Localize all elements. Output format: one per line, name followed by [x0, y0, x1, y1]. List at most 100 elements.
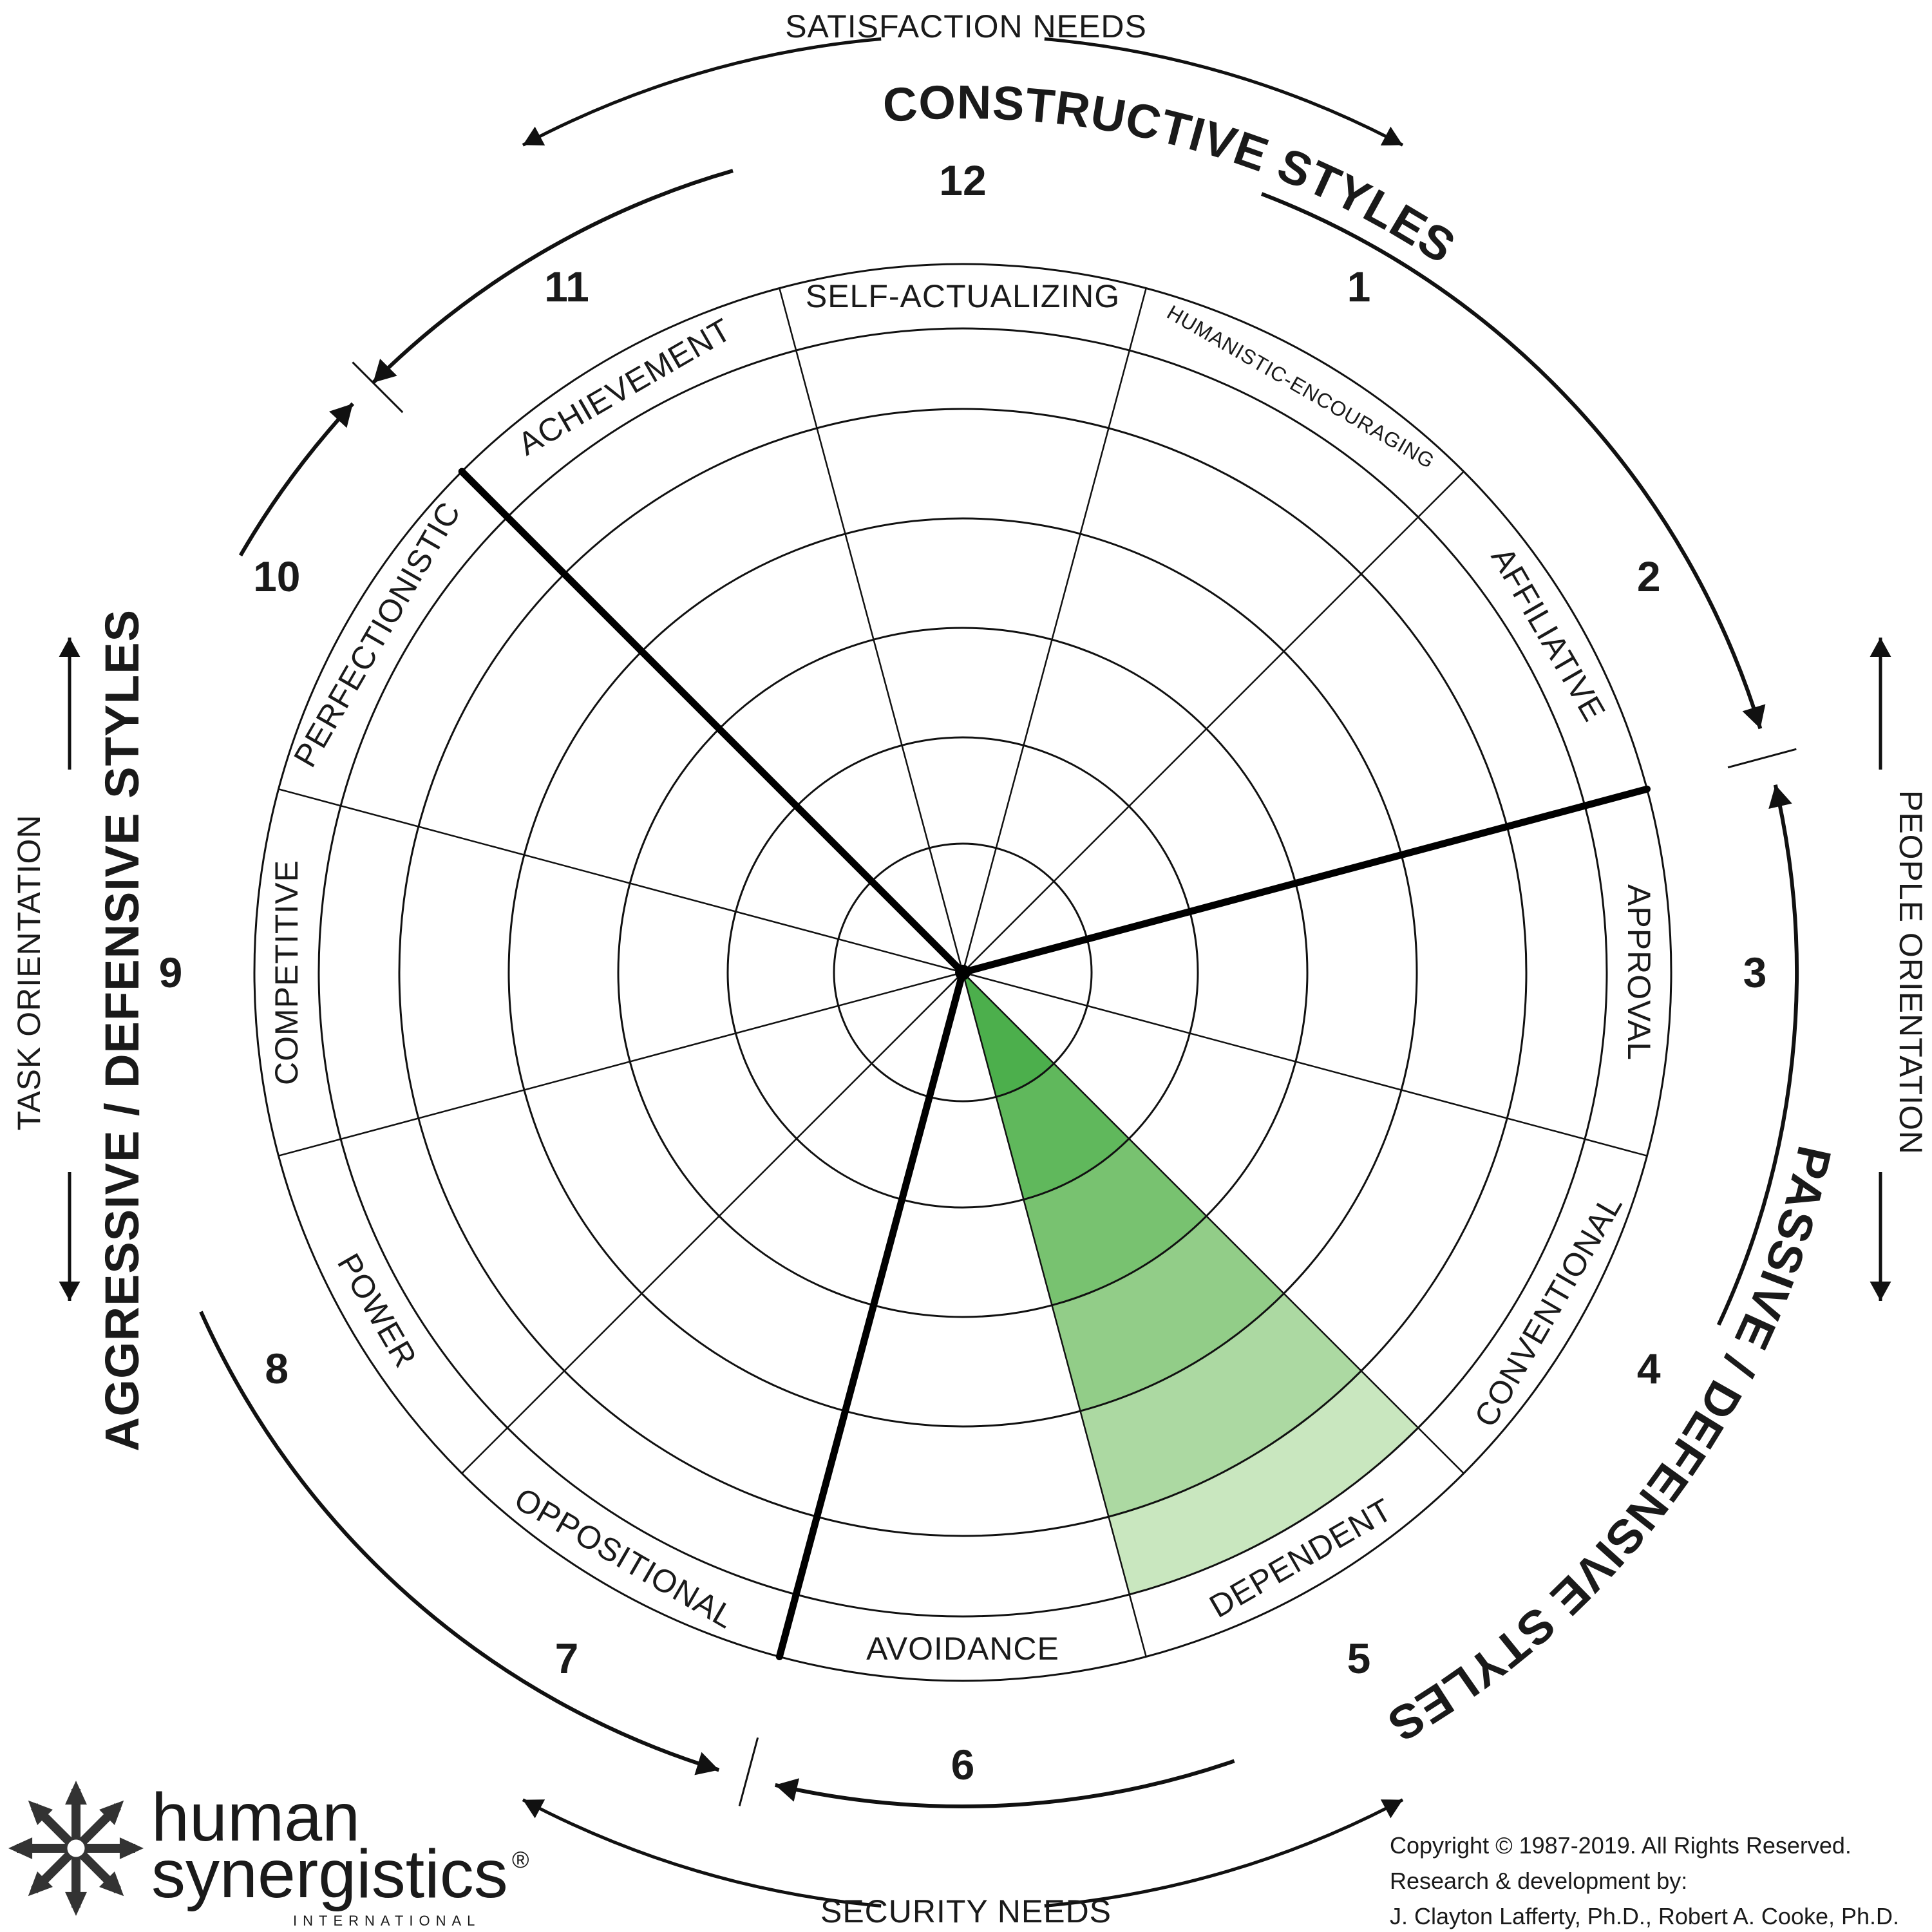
star-ray-tip — [99, 1871, 124, 1897]
need-arc — [522, 37, 882, 147]
arrowhead-icon — [1742, 704, 1766, 729]
spoke — [278, 788, 963, 974]
arrowhead-icon — [59, 1282, 80, 1301]
ring — [253, 263, 1672, 1682]
star-ray-tip — [8, 1837, 33, 1859]
style-number: 5 — [1347, 1634, 1371, 1682]
ring — [317, 327, 1608, 1618]
arrowhead-icon — [522, 1799, 545, 1819]
style-label: APPROVAL — [1621, 884, 1657, 1061]
style-label: COMPETITIVE — [269, 860, 305, 1085]
copyright-line-3: J. Clayton Lafferty, Ph.D., Robert A. Co… — [1390, 1903, 1899, 1929]
cluster-divider — [775, 969, 967, 1661]
need-security: SECURITY NEEDS — [820, 1893, 1112, 1929]
style-number: 10 — [253, 553, 300, 600]
copyright-line-1: Copyright © 1987-2019. All Rights Reserv… — [1390, 1832, 1852, 1859]
arrowhead-icon — [1768, 784, 1792, 810]
style-number: 3 — [1743, 949, 1767, 996]
arrowhead-icon — [1870, 638, 1891, 657]
spoke — [962, 471, 1464, 973]
highlight-band — [1023, 1139, 1207, 1305]
star-ray-tip — [28, 1800, 53, 1825]
arrowhead-icon — [1380, 126, 1403, 146]
cluster-tick — [1727, 748, 1797, 769]
arrowhead-icon — [1870, 1282, 1891, 1301]
arrowhead-icon — [775, 1778, 800, 1802]
star-ray-tip — [65, 1781, 87, 1805]
ring — [833, 842, 1093, 1103]
style-number: 12 — [939, 156, 986, 204]
arrowhead-icon — [373, 359, 397, 383]
logo-line-synergistics: synergistics — [151, 1836, 508, 1912]
style-number: 1 — [1347, 263, 1371, 310]
logo-tagline: INTERNATIONAL — [293, 1913, 480, 1929]
logo-line-human: human — [151, 1779, 360, 1855]
need-satisfaction: SATISFACTION NEEDS — [785, 8, 1147, 44]
cluster-divider — [458, 468, 967, 976]
style-label: AFFILIATIVE — [1484, 541, 1613, 727]
ring — [507, 517, 1418, 1428]
highlight-band — [963, 972, 1054, 1097]
style-label: ACHIEVEMENT — [512, 311, 737, 462]
style-label: POWER — [330, 1247, 424, 1374]
cluster-arc — [1261, 192, 1763, 730]
style-number: 6 — [951, 1741, 975, 1788]
arrowhead-icon — [1380, 1799, 1403, 1819]
need-arc — [1044, 1798, 1404, 1908]
human-synergistics-logo: human synergistics ® INTERNATIONAL — [8, 1779, 529, 1929]
spoke — [278, 971, 963, 1157]
cluster-arc — [1716, 784, 1799, 1326]
star-ray-tip — [28, 1871, 53, 1897]
copyright-line-2: Research & development by: — [1390, 1868, 1687, 1894]
concentric-rings — [253, 263, 1672, 1682]
highlight-band — [1052, 1216, 1284, 1411]
need-arc — [522, 1798, 882, 1908]
spoke — [962, 972, 1464, 1474]
style-label: AVOIDANCE — [866, 1631, 1059, 1667]
spoke — [961, 972, 1147, 1657]
cluster-arc — [199, 1311, 720, 1772]
cluster-tick — [352, 361, 404, 413]
cluster-tick — [738, 1737, 759, 1806]
style-number: 9 — [159, 949, 183, 996]
style-label: OPPOSITIONAL — [509, 1481, 741, 1636]
style-number: 7 — [555, 1634, 579, 1682]
style-label: HUMANISTIC-ENCOURAGING — [1163, 301, 1439, 473]
spoke — [461, 972, 963, 1474]
style-number: 2 — [1637, 553, 1661, 600]
style-label: CONVENTIONAL — [1467, 1188, 1629, 1433]
star-ray-tip — [65, 1891, 87, 1916]
arrowhead-icon — [694, 1752, 719, 1776]
cluster-arc — [775, 1759, 1235, 1808]
style-number: 8 — [265, 1345, 289, 1392]
arrowhead-icon — [329, 403, 353, 428]
ring — [617, 627, 1309, 1318]
need-arc — [1044, 37, 1404, 147]
style-label: PERFECTIONISTIC — [287, 496, 468, 773]
style-label: SELF-ACTUALIZING — [806, 278, 1120, 314]
cluster-arcs — [199, 169, 1799, 1808]
highlight-sector — [963, 972, 1419, 1595]
cluster-arc — [372, 169, 734, 384]
need-people-orientation: PEOPLE ORIENTATION — [1893, 790, 1929, 1155]
need-task-orientation: TASK ORIENTATION — [11, 814, 47, 1130]
cluster-arc — [238, 402, 355, 557]
star-logo-icon — [8, 1781, 144, 1916]
cluster-title-aggressive: AGGRESSIVE / DEFENSIVE STYLES — [95, 609, 149, 1452]
center-hub — [955, 965, 971, 980]
spoke — [962, 971, 1647, 1157]
spoke — [779, 288, 964, 973]
style-number: 4 — [1637, 1345, 1661, 1392]
highlight-band — [1108, 1370, 1419, 1595]
ring — [398, 408, 1528, 1537]
ring — [726, 736, 1199, 1209]
arrowhead-icon — [522, 126, 545, 146]
star-ray-tip — [119, 1837, 144, 1859]
style-number: 11 — [544, 263, 589, 310]
need-arrows — [59, 37, 1891, 1908]
arrowhead-icon — [59, 638, 80, 657]
logo-registered-mark: ® — [512, 1846, 529, 1873]
highlight-band — [1080, 1293, 1361, 1517]
spoke — [961, 288, 1147, 973]
